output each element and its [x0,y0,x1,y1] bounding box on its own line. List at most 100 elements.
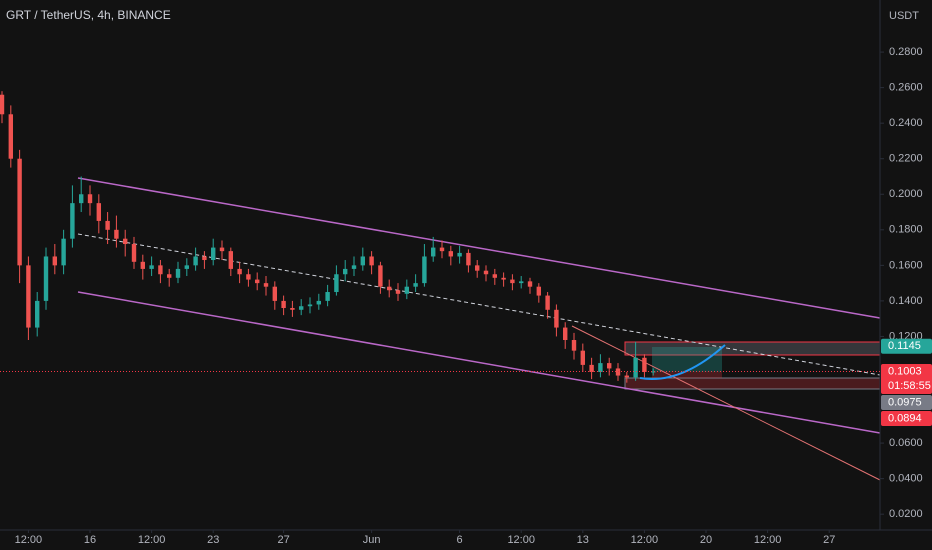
candle-body [219,247,225,252]
candle-body [52,256,58,266]
candle-body [175,268,181,278]
price-label-box [881,410,932,426]
candle-body [255,279,260,284]
candle-body [360,256,366,266]
candle-body [61,238,66,266]
x-tick-label: 23 [207,534,219,546]
y-tick-label: 0.2200 [889,153,923,165]
candle-body [571,340,577,351]
y-tick-label: 0.2400 [889,117,923,129]
y-tick-label: 0.1400 [889,295,923,307]
x-tick-label: 12:00 [138,534,166,546]
candle-body [642,357,647,372]
candle-body [0,94,5,115]
candle-body [325,292,330,301]
candle-body [167,274,172,278]
x-tick-label: 13 [577,534,589,546]
candle-body [96,203,102,221]
candle-body [202,256,207,261]
candle-body [307,304,313,307]
candle-body [404,286,410,294]
candle-body [281,300,286,309]
candle-body [26,265,31,328]
candle-body [466,252,471,266]
candle-body [607,363,612,369]
candle-body [615,368,621,376]
candle-body [123,238,128,245]
candle-body [448,251,454,257]
candle-body [158,265,163,275]
candle-body [519,281,524,284]
target-zone [652,347,722,372]
y-tick-label: 0.0600 [889,437,923,449]
x-tick-label: Jun [363,534,381,546]
candle-body [211,247,216,261]
candle-body [501,277,506,280]
candle-body [87,194,93,204]
candle-body [316,300,322,305]
candle-body [343,268,348,275]
candle-body [439,247,445,252]
x-tick-label: 27 [823,534,835,546]
candle-body [422,256,427,284]
candle-body [475,265,480,271]
x-tick-label: 12:00 [631,534,659,546]
candle-body [510,279,515,284]
level-box [624,377,881,390]
candle-body [545,295,550,310]
stop-zone [652,372,722,378]
candle-body [105,220,110,230]
candle-body [246,274,251,280]
candle-body [369,256,374,266]
x-tick-label: 12:00 [754,534,782,546]
candle-body [554,309,559,328]
candle-body [651,371,656,373]
candle-body [633,357,638,378]
candle-body [387,286,392,291]
channel-line [77,177,881,319]
channel-line [77,291,881,434]
x-tick-label: 6 [457,534,463,546]
price-label-box [881,363,932,394]
candle-body [378,265,383,287]
x-tick-label: 20 [700,534,712,546]
candle-body [35,300,40,328]
candle-body [483,270,489,275]
price-label-box [881,338,932,354]
candle-body [563,327,568,341]
candle-body [431,247,436,257]
candle-body [228,251,234,269]
candle-body [272,286,278,301]
y-tick-label: 0.2600 [889,82,923,94]
x-tick-label: 12:00 [507,534,535,546]
price-label: 0.0975 [888,396,922,408]
candle-body [237,268,242,275]
candle-body [149,265,154,269]
candle-body [351,265,357,269]
candle-body [492,274,498,278]
projection-curve [639,344,726,380]
x-tick-label: 27 [277,534,289,546]
y-tick-label: 0.2800 [889,46,923,58]
y-tick-label: 0.2000 [889,188,923,200]
chart-title: GRT / TetherUS, 4h, BINANCE [6,8,171,22]
candle-body [334,274,339,293]
price-label: 0.1003 [888,365,922,377]
candle-body [598,363,603,372]
candle-body [413,283,418,287]
y-tick-label: 0.0400 [889,473,923,485]
candle-body [580,350,586,365]
candle-body [184,265,190,269]
trend-line [571,325,881,481]
countdown-label: 01:58:55 [888,380,931,392]
price-label: 0.1145 [888,340,921,352]
candle-body [8,114,14,159]
candle-body [43,256,49,301]
y-tick-label: 0.1800 [889,224,923,236]
candle-body [589,364,594,372]
price-label: 0.0894 [888,412,922,424]
axis-unit: USDT [889,10,919,22]
candle-body [114,229,119,239]
